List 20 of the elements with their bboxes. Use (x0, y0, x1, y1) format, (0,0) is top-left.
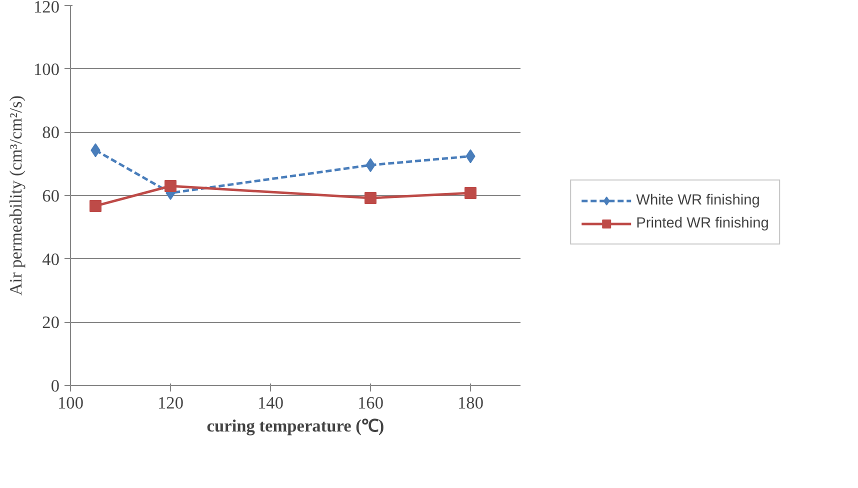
point (364, 192, 376, 204)
y-tick-label: 40 (42, 250, 60, 269)
y-tick-label: 80 (42, 123, 60, 142)
y-tick-label: 100 (34, 60, 60, 79)
y-tick-label: 120 (34, 0, 60, 16)
y-tick-label: 0 (50, 376, 60, 396)
legend-label: Printed WR finishing (636, 215, 769, 231)
x-tick-label: 160 (358, 394, 384, 412)
point (464, 186, 476, 199)
x-axis-title: curing temperature (℃) (206, 416, 384, 436)
point (164, 180, 176, 192)
y-tick-label: 60 (42, 186, 60, 206)
y-axis-title: Air permeability (cm³/cm²/s) (6, 95, 26, 296)
x-tick-label: 100 (58, 394, 84, 412)
x-tick-label: 180 (458, 394, 484, 412)
point (90, 200, 102, 212)
legend-label: White WR finishing (636, 192, 760, 208)
y-tick-label: 20 (42, 313, 60, 332)
x-tick-label: 140 (258, 394, 284, 412)
x-tick-label: 120 (158, 394, 184, 412)
